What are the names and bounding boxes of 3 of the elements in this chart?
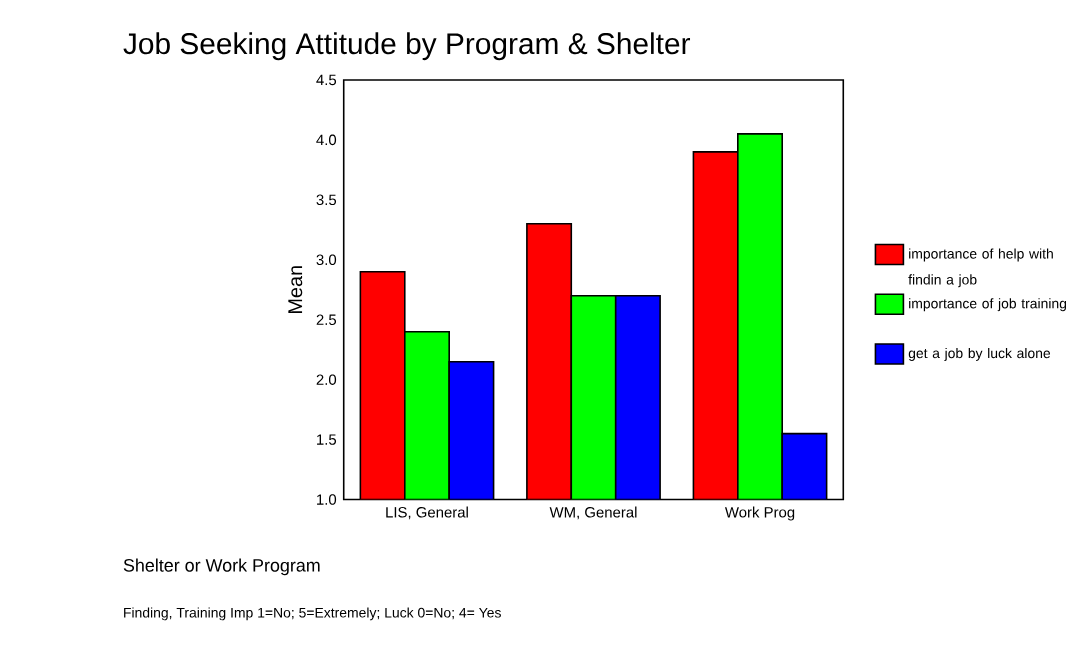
x-axis-title: Shelter or Work Program	[123, 558, 320, 576]
chart-title: Job Seeking Attitude by Program & Shelter	[123, 32, 691, 61]
y-axis-title: Mean	[288, 266, 303, 314]
